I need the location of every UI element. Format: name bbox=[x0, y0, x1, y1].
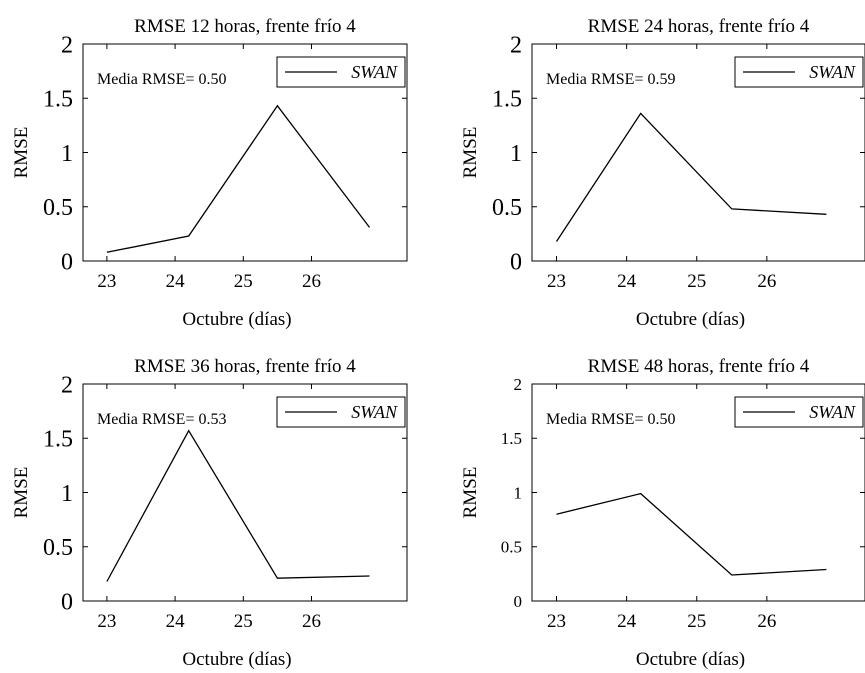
y-tick-label: 2 bbox=[510, 32, 522, 58]
x-tick-label: 25 bbox=[687, 611, 706, 632]
y-tick-label: 2 bbox=[514, 375, 523, 394]
y-tick-label: 2 bbox=[61, 372, 73, 398]
series-line-swan bbox=[555, 112, 827, 242]
x-tick-label: 23 bbox=[97, 271, 116, 292]
legend-label: SWAN bbox=[809, 62, 856, 82]
x-axis-label: Octubre (días) bbox=[182, 649, 291, 670]
y-tick-label: 1.5 bbox=[492, 87, 522, 113]
y-axis-label: RMSE bbox=[11, 467, 32, 519]
y-tick-label: 1.5 bbox=[43, 427, 73, 453]
chart-panel-3: RMSE 36 horas, frente frío 4 0 0.5 1 1.5 2 23 2… bbox=[11, 356, 408, 670]
mean-rmse-annotation: Media RMSE= 0.53 bbox=[97, 411, 226, 428]
chart-title: RMSE 24 horas, frente frío 4 bbox=[588, 16, 810, 37]
legend-box bbox=[734, 56, 864, 88]
x-tick-label: 25 bbox=[234, 611, 253, 632]
series-line-swan bbox=[106, 104, 371, 253]
chart-panel-1: RMSE 12 horas, frente frío 4 0 0.5 1 1.5 2 23 2… bbox=[11, 16, 408, 330]
x-tick-label: 24 bbox=[166, 271, 186, 292]
y-tick-label: 1.5 bbox=[501, 429, 522, 448]
legend: SWAN bbox=[734, 396, 864, 428]
x-tick-label: 23 bbox=[547, 611, 566, 632]
x-tick-label: 25 bbox=[234, 271, 253, 292]
y-tick-label: 0.5 bbox=[492, 195, 522, 221]
x-axis-label: Octubre (días) bbox=[636, 649, 745, 670]
series-line-swan bbox=[106, 429, 370, 582]
x-tick-label: 24 bbox=[617, 611, 637, 632]
y-tick-label: 1 bbox=[510, 141, 522, 167]
x-tick-label: 25 bbox=[687, 271, 706, 292]
chart-title: RMSE 36 horas, frente frío 4 bbox=[134, 356, 356, 377]
x-tick-label: 24 bbox=[166, 611, 186, 632]
y-tick-label: 0 bbox=[514, 592, 523, 611]
chart-panel-4: RMSE 48 horas, frente frío 4 0 0.5 1 1.5 2 23 2… bbox=[460, 356, 865, 670]
y-tick-label: 2 bbox=[61, 32, 73, 58]
y-tick-label: 1 bbox=[61, 481, 73, 507]
y-tick-label: 0 bbox=[61, 589, 73, 615]
legend-label: SWAN bbox=[809, 402, 856, 422]
legend: SWAN bbox=[276, 396, 406, 428]
y-tick-label: 0.5 bbox=[501, 538, 522, 557]
x-axis-label: Octubre (días) bbox=[182, 309, 291, 330]
x-tick-label: 26 bbox=[757, 611, 776, 632]
y-tick-label: 0 bbox=[61, 249, 73, 275]
y-axis-label: RMSE bbox=[460, 127, 481, 179]
chart-title: RMSE 48 horas, frente frío 4 bbox=[588, 356, 810, 377]
y-tick-label: 1 bbox=[514, 483, 523, 502]
y-tick-label: 1 bbox=[61, 141, 73, 167]
legend-label: SWAN bbox=[351, 62, 398, 82]
x-axis-label: Octubre (días) bbox=[636, 309, 745, 330]
chart-title: RMSE 12 horas, frente frío 4 bbox=[134, 16, 356, 37]
y-tick-label: 0.5 bbox=[43, 535, 73, 561]
mean-rmse-annotation: Media RMSE= 0.59 bbox=[546, 71, 675, 88]
chart-panel-2: RMSE 24 horas, frente frío 4 0 0.5 1 1.5 2 23 2… bbox=[460, 16, 865, 330]
y-tick-label: 1.5 bbox=[43, 87, 73, 113]
x-tick-label: 26 bbox=[302, 611, 321, 632]
y-axis-label: RMSE bbox=[460, 467, 481, 519]
legend-label: SWAN bbox=[351, 402, 398, 422]
mean-rmse-annotation: Media RMSE= 0.50 bbox=[97, 71, 226, 88]
y-tick-label: 0 bbox=[510, 249, 522, 275]
x-tick-label: 23 bbox=[97, 611, 116, 632]
x-tick-label: 26 bbox=[302, 271, 321, 292]
y-tick-label: 0.5 bbox=[43, 195, 73, 221]
legend: SWAN bbox=[734, 56, 864, 88]
legend: SWAN bbox=[276, 56, 406, 88]
x-tick-label: 23 bbox=[547, 271, 566, 292]
y-axis-label: RMSE bbox=[11, 127, 32, 179]
x-tick-label: 26 bbox=[757, 271, 776, 292]
series-line-swan bbox=[556, 492, 827, 576]
mean-rmse-annotation: Media RMSE= 0.50 bbox=[546, 411, 675, 428]
x-tick-label: 24 bbox=[617, 271, 637, 292]
